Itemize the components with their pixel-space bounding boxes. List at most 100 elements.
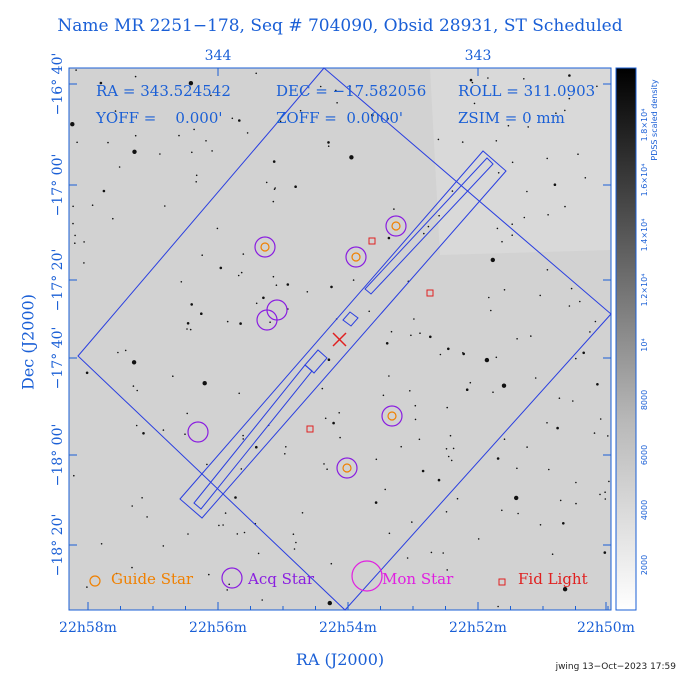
sky-star xyxy=(124,349,127,352)
sky-star xyxy=(240,468,243,470)
sky-star xyxy=(335,89,337,92)
sky-star xyxy=(406,557,409,559)
detector-strip xyxy=(179,150,507,519)
colorbar xyxy=(615,67,637,611)
sky-star xyxy=(294,185,297,188)
sky-star xyxy=(338,412,341,414)
sky-star xyxy=(484,357,490,363)
mon-star-legend-icon xyxy=(351,560,383,592)
sky-star xyxy=(219,266,223,270)
sky-star xyxy=(74,242,76,244)
sky-star xyxy=(210,94,212,97)
bottom-tick-22h52m: 22h52m xyxy=(449,620,507,636)
sky-star xyxy=(599,493,601,496)
sky-star xyxy=(589,331,591,333)
guide-stars xyxy=(260,221,401,473)
sky-star xyxy=(492,391,494,394)
sky-star xyxy=(272,275,275,278)
colorbar-label: PDSS scaled density xyxy=(650,79,659,161)
sky-star xyxy=(449,434,452,437)
sky-star xyxy=(497,605,499,608)
sky-star xyxy=(516,467,518,470)
sky-star xyxy=(442,552,445,554)
sky-star xyxy=(577,153,579,155)
sky-star xyxy=(456,497,459,500)
sky-star xyxy=(562,587,568,592)
left-tick-1640: −16° 40' xyxy=(50,53,66,116)
sky-star xyxy=(490,309,492,312)
sky-star xyxy=(72,222,74,225)
sky-star xyxy=(327,600,332,606)
sky-star xyxy=(238,392,240,395)
sky-star xyxy=(286,283,290,286)
sky-star xyxy=(570,287,573,290)
sky-star xyxy=(83,241,85,243)
sky-star xyxy=(186,412,188,415)
guide-star xyxy=(260,242,270,252)
sky-star xyxy=(188,81,194,86)
colorbar-tick-14000: 1.4×10⁴ xyxy=(640,219,649,252)
sky-star xyxy=(575,357,577,360)
sky-star xyxy=(228,583,230,586)
sky-star xyxy=(75,69,77,71)
sky-star xyxy=(178,134,180,137)
sky-star xyxy=(284,453,286,455)
sky-star xyxy=(184,433,186,436)
sky-star xyxy=(205,140,207,142)
sky-star xyxy=(327,145,330,147)
sky-star xyxy=(265,181,268,184)
sky-star xyxy=(269,321,271,324)
left-tick-1700: −17° 00' xyxy=(50,154,66,217)
sky-star xyxy=(339,436,341,439)
sky-star xyxy=(555,112,557,114)
sky-star xyxy=(257,552,260,555)
sky-star xyxy=(131,360,137,365)
sky-star xyxy=(511,161,514,164)
sky-star xyxy=(100,543,103,545)
sky-star xyxy=(501,509,503,512)
colorbar-tick-8000: 8000 xyxy=(640,390,649,410)
bottom-tick-22h50m: 22h50m xyxy=(577,620,635,636)
sky-star xyxy=(299,109,302,112)
sky-star xyxy=(352,279,355,281)
sky-star xyxy=(375,458,378,461)
sky-star xyxy=(547,214,549,216)
sky-star xyxy=(208,573,210,576)
sky-star xyxy=(385,342,389,345)
sky-star xyxy=(231,117,234,120)
info-zoff: ZOFF = 0.0000' xyxy=(276,109,404,127)
sky-star xyxy=(495,140,498,142)
sky-star xyxy=(553,183,557,186)
sky-star xyxy=(187,533,189,535)
sky-star xyxy=(272,200,275,203)
sky-star xyxy=(410,334,412,337)
info-zsim: ZSIM = 0 mm xyxy=(458,109,565,127)
sky-star xyxy=(604,498,607,500)
sky-star xyxy=(255,302,258,305)
sky-star xyxy=(141,497,143,499)
sky-star xyxy=(484,84,487,87)
sky-star xyxy=(575,502,577,505)
bottom-tick-22h58m: 22h58m xyxy=(59,620,117,636)
sky-star xyxy=(107,141,109,144)
info-dec: DEC = −17.582056 xyxy=(276,82,427,100)
sky-star xyxy=(384,488,387,491)
acq-stars xyxy=(187,215,407,479)
sky-star xyxy=(324,417,327,420)
target-marker-icon xyxy=(332,332,347,347)
legend-mon-star: Mon Star xyxy=(382,570,454,588)
sky-star xyxy=(114,110,117,112)
sky-star xyxy=(507,124,510,127)
sky-star xyxy=(447,455,450,458)
sky-star xyxy=(556,426,559,430)
colorbar-tick-2000: 2000 xyxy=(640,555,649,575)
sky-star xyxy=(503,289,506,291)
sky-star xyxy=(371,113,374,117)
sky-star xyxy=(501,240,503,243)
sky-star xyxy=(306,291,309,293)
sky-star xyxy=(558,397,561,400)
sky-star xyxy=(118,166,121,168)
sky-star xyxy=(496,227,499,230)
sky-star xyxy=(117,351,119,354)
